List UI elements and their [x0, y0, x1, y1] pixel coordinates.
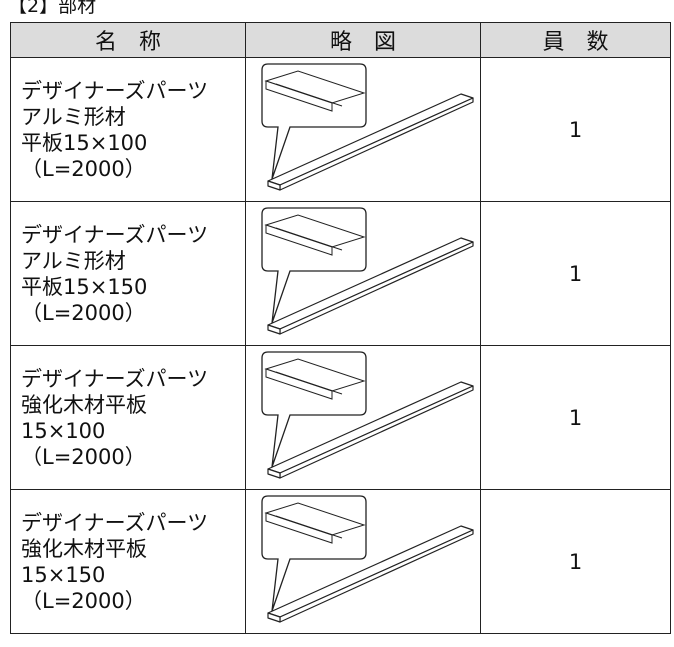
table-body: デザイナーズパーツ アルミ形材 平板15×100 （L=2000） 1 デザイナーズパー…	[10, 57, 671, 634]
table-row: デザイナーズパーツ 強化木材平板 15×100 （L=2000） 1	[10, 345, 671, 490]
quantity-cell: 1	[480, 201, 671, 346]
header-row: 名 称 略 図 員 数	[10, 22, 671, 58]
name-line: （L=2000）	[21, 300, 146, 325]
quantity-cell: 1	[480, 345, 671, 490]
figure-cell	[245, 201, 481, 346]
figure-cell	[245, 489, 481, 634]
name-line: 15×100	[21, 418, 106, 443]
plank	[267, 381, 474, 479]
parts-table: 名 称 略 図 員 数 デザイナーズパーツ アルミ形材 平板15×100 （L=200…	[10, 22, 671, 634]
part-figure	[261, 63, 474, 191]
header-cell: 略 図	[245, 22, 481, 58]
name-line: （L=2000）	[21, 444, 146, 469]
section-detail	[264, 70, 366, 112]
name-line: 15×150	[21, 562, 106, 587]
table-row: デザイナーズパーツ アルミ形材 平板15×100 （L=2000） 1	[10, 57, 671, 202]
name-cell: デザイナーズパーツ 強化木材平板 15×150 （L=2000）	[10, 489, 246, 634]
plank-end	[267, 612, 281, 623]
section-detail	[264, 214, 366, 256]
name-line: デザイナーズパーツ	[21, 510, 209, 535]
detail-line	[275, 515, 343, 539]
name-line: （L=2000）	[21, 588, 146, 613]
name-line: デザイナーズパーツ	[21, 78, 209, 103]
part-figure	[261, 351, 474, 479]
name-line: 平板15×150	[21, 274, 148, 299]
detail-line	[275, 371, 343, 395]
detail-line	[275, 83, 343, 107]
name-line: アルミ形材	[21, 248, 126, 273]
plank	[267, 93, 474, 191]
section-detail	[264, 358, 366, 400]
header-cell: 名 称	[10, 22, 246, 58]
name-line: 強化木材平板	[21, 392, 147, 417]
part-figure	[261, 495, 474, 623]
name-line: デザイナーズパーツ	[21, 366, 209, 391]
name-line: （L=2000）	[21, 156, 146, 181]
table-row: デザイナーズパーツ 強化木材平板 15×150 （L=2000） 1	[10, 489, 671, 634]
section-detail	[264, 502, 366, 544]
table-row: デザイナーズパーツ アルミ形材 平板15×150 （L=2000） 1	[10, 201, 671, 346]
part-figure	[261, 207, 474, 335]
name-line: アルミ形材	[21, 104, 126, 129]
plank-end	[267, 468, 281, 479]
name-cell: デザイナーズパーツ 強化木材平板 15×100 （L=2000）	[10, 345, 246, 490]
name-line: 強化木材平板	[21, 536, 147, 561]
name-cell: デザイナーズパーツ アルミ形材 平板15×150 （L=2000）	[10, 201, 246, 346]
figure-cell	[245, 345, 481, 490]
detail-line	[275, 227, 343, 251]
header-cell: 員 数	[480, 22, 671, 58]
plank-end	[267, 180, 281, 191]
quantity-cell: 1	[480, 57, 671, 202]
plank-end	[267, 324, 281, 335]
name-cell: デザイナーズパーツ アルミ形材 平板15×100 （L=2000）	[10, 57, 246, 202]
plank	[267, 237, 474, 335]
section-label: 【2】部材	[8, 0, 97, 17]
figure-cell	[245, 57, 481, 202]
name-line: 平板15×100	[21, 130, 148, 155]
name-line: デザイナーズパーツ	[21, 222, 209, 247]
quantity-cell: 1	[480, 489, 671, 634]
plank	[267, 525, 474, 623]
